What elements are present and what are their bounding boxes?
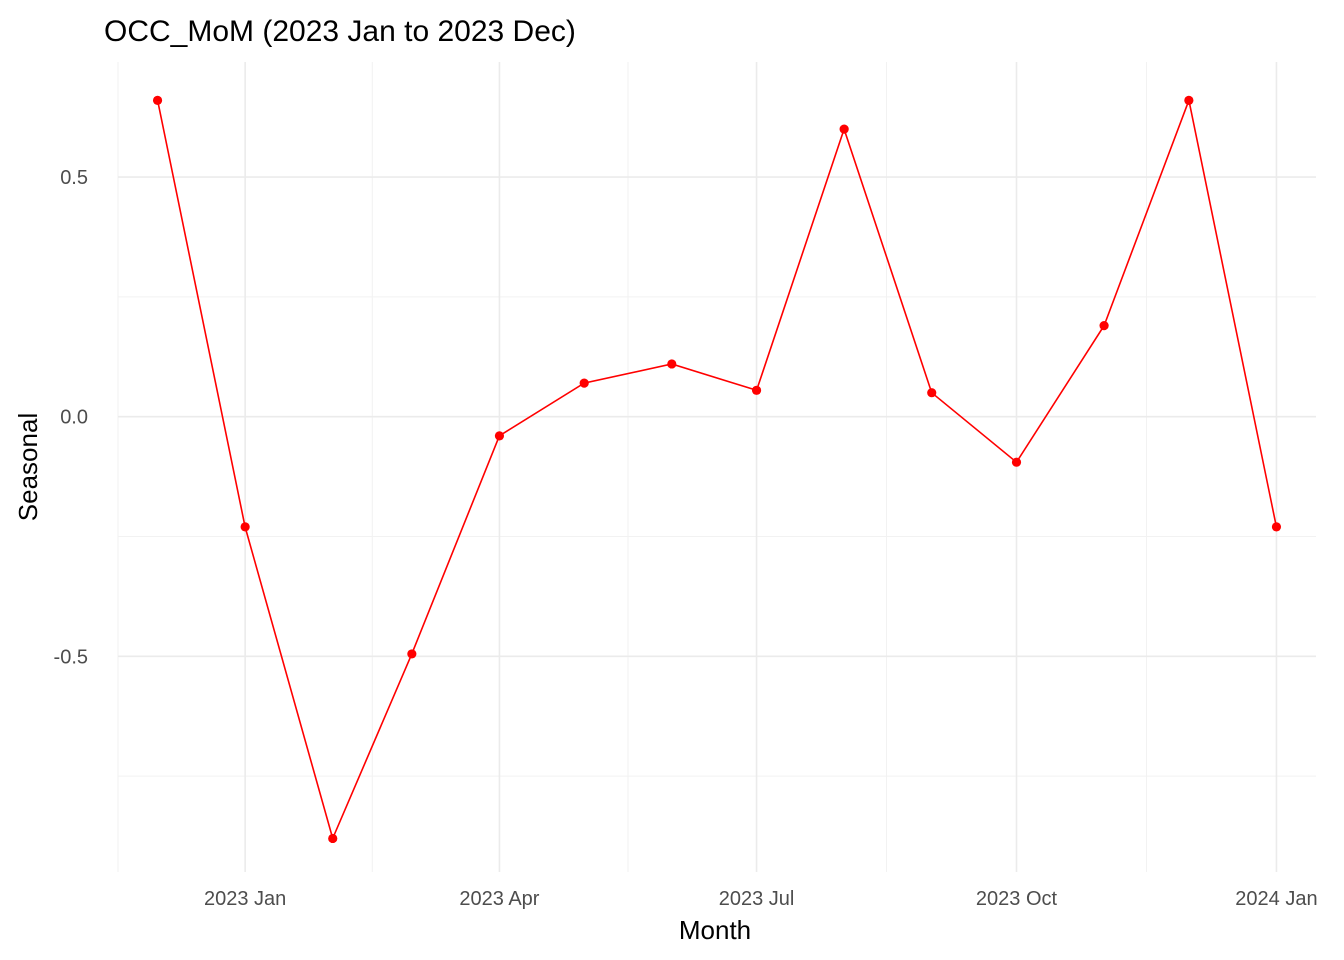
series-line <box>156 97 1278 841</box>
series-points <box>152 95 1282 844</box>
y-tick-label: -0.5 <box>54 646 88 668</box>
data-point <box>1271 522 1282 532</box>
data-point <box>494 431 505 441</box>
x-axis-ticks: 2023 Jan 2023 Apr 2023 Jul 2023 Oct 2024 Jan <box>204 888 1318 910</box>
y-tick-label: 0.5 <box>60 167 88 189</box>
chart-title: OCC_MoM (2023 Jan to 2023 Dec) <box>104 15 576 48</box>
x-tick-label: 2023 Jan <box>204 888 286 910</box>
data-point <box>1011 457 1022 467</box>
x-axis-title: Month <box>679 915 751 945</box>
data-point <box>927 388 937 398</box>
series-lines <box>156 97 1278 841</box>
data-point <box>839 124 849 134</box>
grid <box>117 62 1316 872</box>
data-point <box>1099 321 1109 331</box>
x-tick-label: 2023 Jul <box>719 888 795 910</box>
data-point <box>579 378 589 388</box>
data-point <box>1184 95 1194 105</box>
x-tick-label: 2024 Jan <box>1235 888 1317 910</box>
y-axis-title: Seasonal <box>13 413 43 521</box>
data-point <box>751 385 762 395</box>
y-tick-label: 0.0 <box>60 407 88 429</box>
data-point <box>328 833 338 844</box>
data-point <box>667 359 677 369</box>
x-tick-label: 2023 Apr <box>459 888 539 910</box>
x-tick-label: 2023 Oct <box>976 888 1058 910</box>
y-axis-ticks: -0.5 0.0 0.5 <box>54 167 88 668</box>
data-point <box>152 95 163 105</box>
data-point <box>240 522 250 532</box>
data-point <box>407 649 417 659</box>
